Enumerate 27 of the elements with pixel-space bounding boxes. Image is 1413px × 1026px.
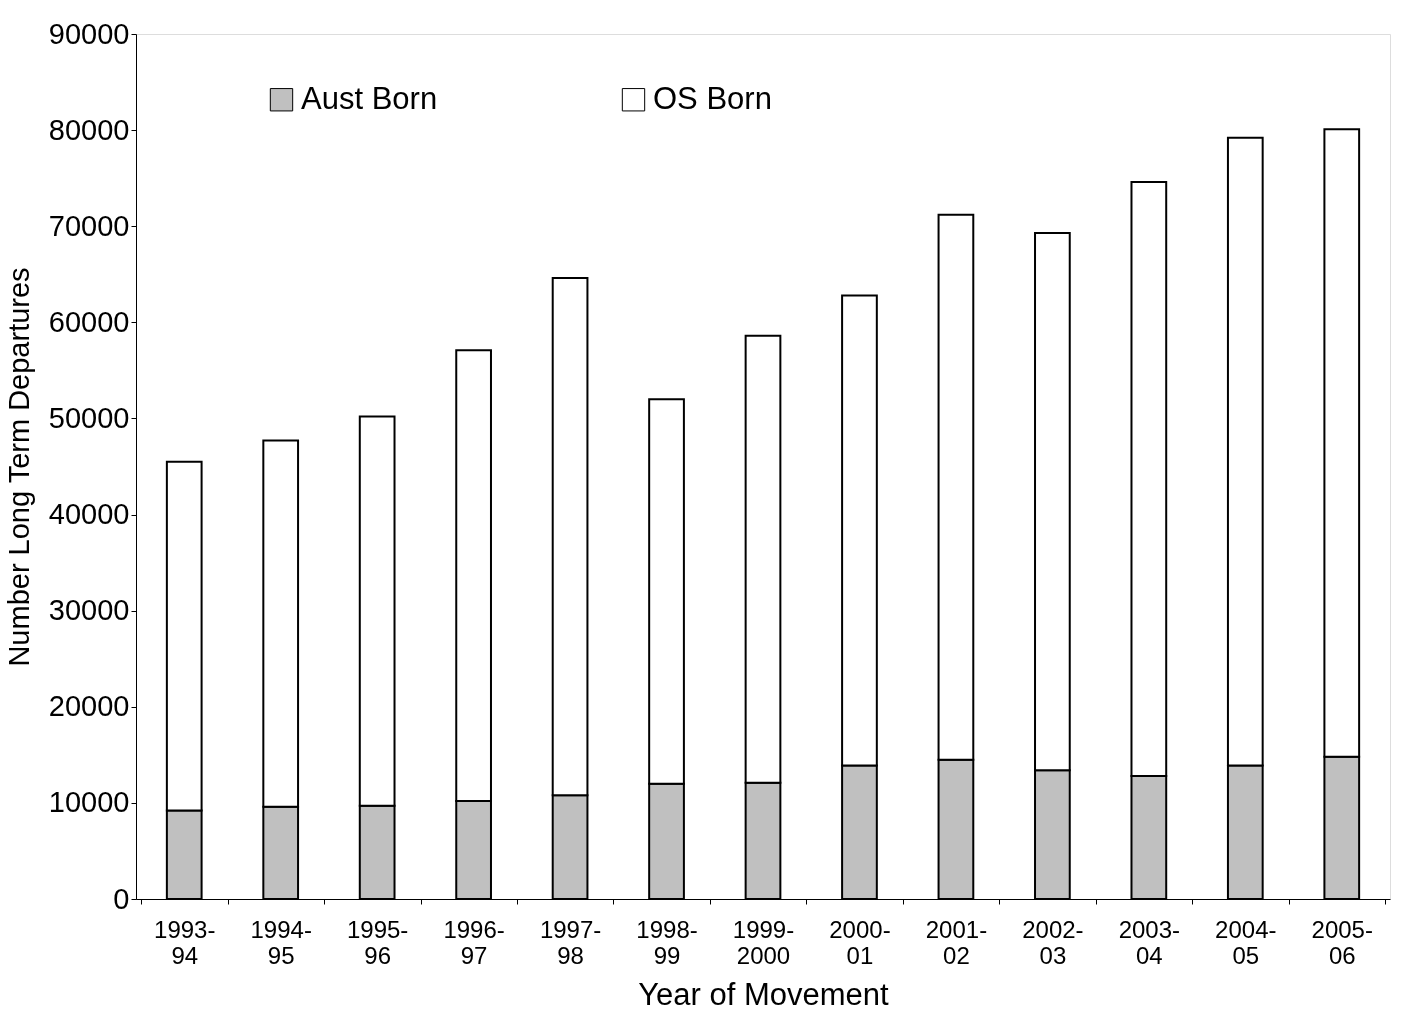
x-tick-label: 2001-02 [925, 915, 988, 969]
x-tick-label: 1994-95 [250, 915, 312, 969]
y-tick-label: 20000 [48, 690, 130, 723]
y-tick-label: 60000 [48, 305, 130, 338]
x-tick-label: 1997-98 [539, 915, 602, 969]
y-tick-label: 50000 [48, 401, 130, 434]
y-tick-label: 80000 [48, 113, 130, 146]
y-tick-label: 30000 [48, 594, 130, 627]
y-tick-label: 0 [113, 882, 130, 915]
x-tick-label: 1993-94 [154, 915, 216, 969]
x-tick-label: 2003-04 [1118, 915, 1181, 969]
legend-label: Aust Born [301, 80, 438, 116]
y-tick-label: 70000 [48, 209, 130, 242]
y-tick-label: 10000 [48, 786, 130, 819]
x-tick-label: 1995-96 [346, 915, 409, 969]
x-tick-label: 2005-06 [1311, 915, 1373, 969]
x-tick-label: 2000-01 [829, 915, 891, 969]
x-axis-title: Year of Movement [638, 976, 890, 1012]
x-tick-label: 1999-2000 [732, 915, 795, 969]
x-tick-label: 1996-97 [443, 915, 505, 969]
y-tick-label: 40000 [48, 498, 130, 531]
y-tick-label: 90000 [48, 17, 130, 50]
x-tick-label: 2004-05 [1215, 915, 1277, 969]
legend-label: OS Born [653, 80, 772, 116]
x-tick-label: 1998-99 [636, 915, 698, 969]
y-axis-title: Number Long Term Departures [2, 267, 35, 667]
x-tick-label: 2002-03 [1022, 915, 1084, 969]
